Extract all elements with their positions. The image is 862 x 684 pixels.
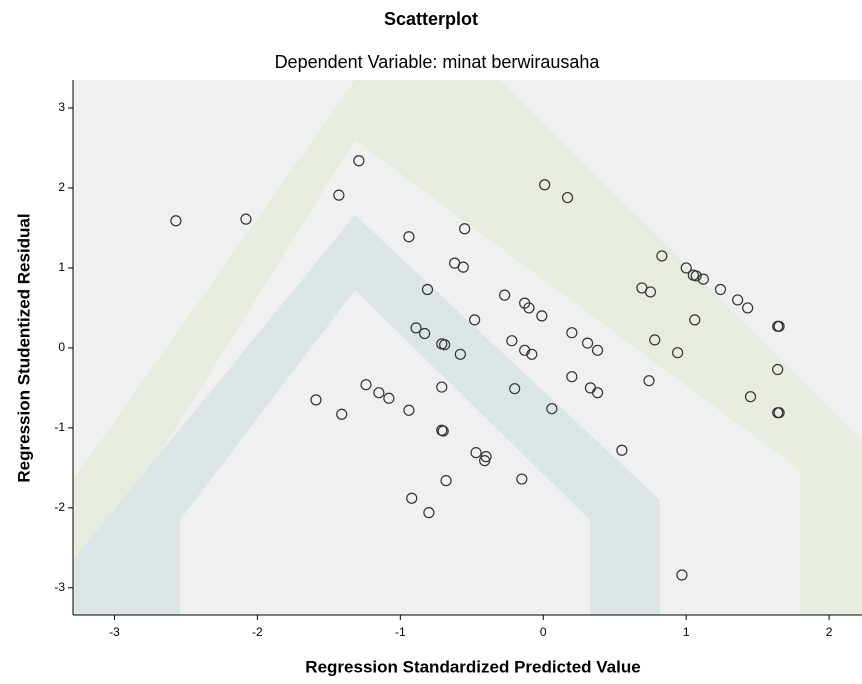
x-tick-label: 0 — [540, 625, 547, 639]
chart-subtitle: Dependent Variable: minat berwirausaha — [275, 52, 601, 72]
y-tick-label: 1 — [58, 260, 65, 274]
y-tick-label: 0 — [58, 340, 65, 354]
page: Scatterplot Dependent Variable: minat be… — [0, 0, 862, 684]
y-tick-label: -2 — [54, 500, 65, 514]
x-axis-label: Regression Standardized Predicted Value — [305, 657, 640, 676]
x-tick-label: 1 — [683, 625, 690, 639]
chart-title: Scatterplot — [384, 9, 478, 29]
y-axis-label: Regression Studentized Residual — [14, 213, 33, 482]
x-tick-label: -2 — [252, 625, 263, 639]
x-tick-label: 2 — [826, 625, 833, 639]
y-tick-label: -3 — [54, 580, 65, 594]
x-tick-label: -3 — [109, 625, 120, 639]
y-tick-label: 2 — [58, 180, 65, 194]
chart: Scatterplot Dependent Variable: minat be… — [0, 0, 862, 684]
y-tick-label: 3 — [58, 100, 65, 114]
x-tick-label: -1 — [395, 625, 406, 639]
y-tick-label: -1 — [54, 420, 65, 434]
